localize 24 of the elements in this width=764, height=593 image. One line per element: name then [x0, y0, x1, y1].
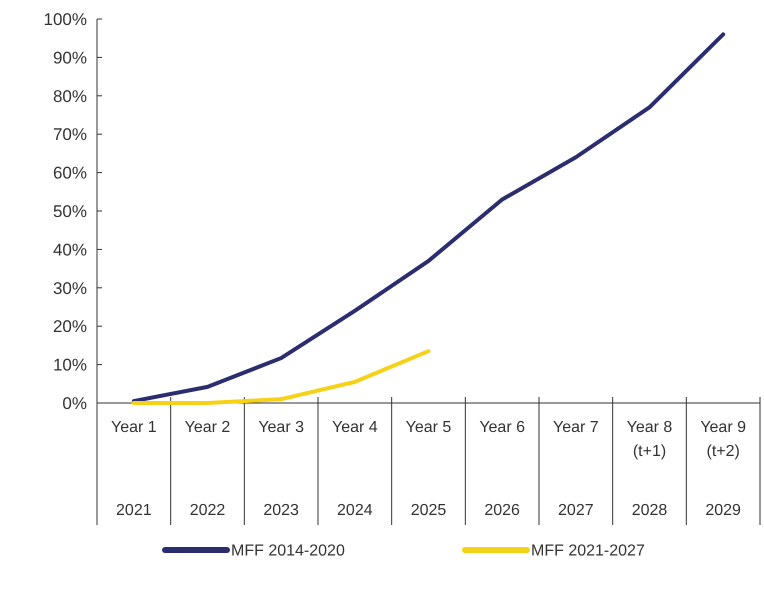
y-tick-label: 30%: [52, 278, 87, 298]
y-tick-label: 60%: [52, 164, 87, 183]
line-series: [132, 32, 726, 404]
y-tick-label: 70%: [52, 125, 87, 144]
y-tick-label: 20%: [52, 317, 87, 336]
legend-label: MFF 2014-2020: [231, 542, 345, 560]
y-tick-label: 40%: [52, 240, 87, 260]
y-tick-label: 100%: [44, 10, 87, 29]
category-label: Year 1 2021: [110, 419, 157, 519]
category-label: Year 8 (t+1) 2028: [626, 419, 672, 519]
y-tick-label: 90%: [52, 48, 87, 68]
category-label: Year 7 2027: [552, 419, 599, 519]
y-tick-label: 0%: [62, 394, 87, 413]
line-series: [132, 349, 430, 405]
category-label: Year 6 2026: [479, 419, 526, 519]
y-tick-label: 50%: [52, 202, 87, 221]
category-label: Year 3 2023: [258, 419, 304, 519]
legend-label: MFF 2021-2027: [531, 542, 645, 560]
category-label: Year 2 2022: [184, 419, 230, 519]
y-tick-label: 10%: [52, 356, 87, 375]
category-label: Year 5 2025: [406, 419, 452, 519]
category-label: Year 4 2024: [332, 419, 378, 519]
category-label: Year 9 (t+2) 2029: [700, 419, 746, 519]
y-tick-label: 80%: [52, 86, 87, 106]
